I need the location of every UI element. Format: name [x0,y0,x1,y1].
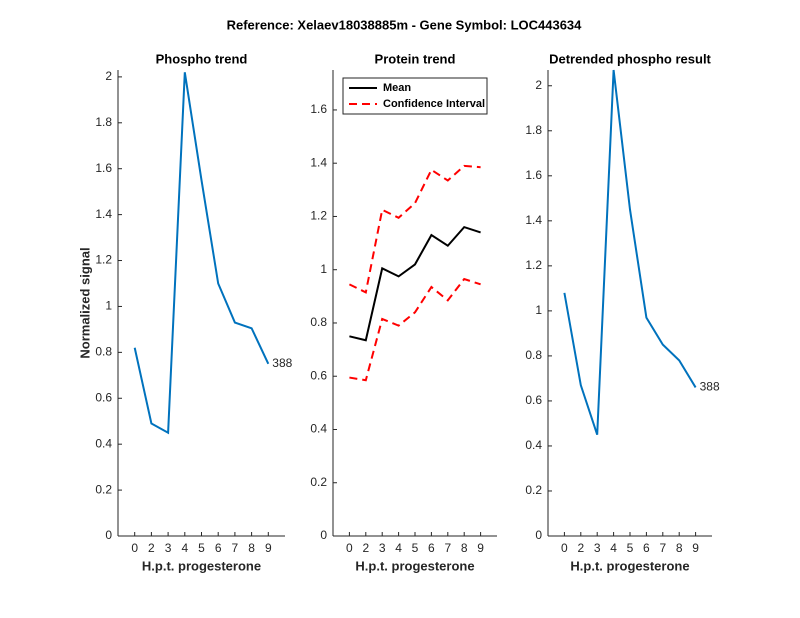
y-tick-label: 1.2 [95,253,112,267]
legend-label: Mean [383,82,411,94]
y-tick-label: 0.4 [310,422,327,436]
x-tick-label: 3 [594,541,601,555]
x-tick-label: 7 [232,541,239,555]
x-tick-label: 0 [561,541,568,555]
y-tick-label: 1.4 [310,155,327,169]
series-line [563,69,697,436]
x-tick-label: 8 [461,541,468,555]
x-tick-label: 6 [428,541,435,555]
x-tick-label: 3 [379,541,386,555]
y-tick-label: 1.8 [525,123,542,137]
x-tick-label: 2 [362,541,369,555]
y-tick-label: 0.2 [525,483,542,497]
x-axis-label: H.p.t. progesterone [570,558,689,573]
x-tick-label: 0 [346,541,353,555]
y-tick-label: 0.2 [95,482,112,496]
y-tick-label: 0.6 [95,390,112,404]
x-axis-label: H.p.t. progesterone [355,558,474,573]
annotation: 388 [272,356,292,370]
series-line [133,72,270,435]
y-tick-label: 0.8 [95,345,112,359]
y-tick-label: 1 [535,303,542,317]
x-tick-label: 8 [248,541,255,555]
y-tick-label: 0.2 [310,475,327,489]
y-tick-label: 1 [320,262,327,276]
y-tick-label: 0 [535,528,542,542]
ci-lower-line [349,277,481,382]
y-tick-label: 1.4 [525,213,542,227]
y-tick-label: 0 [320,528,327,542]
x-tick-label: 9 [692,541,699,555]
x-tick-label: 0 [131,541,138,555]
figure-title: Reference: Xelaev18038885m - Gene Symbol… [227,17,583,32]
y-tick-label: 0.6 [310,368,327,382]
x-tick-label: 8 [676,541,683,555]
x-tick-label: 6 [643,541,650,555]
y-tick-label: 2 [535,78,542,92]
series-line [349,225,481,342]
ci-upper-line [348,164,481,294]
y-tick-label: 1.2 [310,209,327,223]
x-axis-label: H.p.t. progesterone [142,558,261,573]
x-tick-label: 4 [395,541,402,555]
x-tick-label: 5 [198,541,205,555]
y-tick-label: 1.8 [95,115,112,129]
y-tick-label: 0.8 [310,315,327,329]
legend-label: Confidence Interval [383,98,485,110]
x-tick-label: 3 [165,541,172,555]
annotation: 388 [700,380,720,394]
x-tick-label: 2 [148,541,155,555]
y-tick-label: 1.6 [525,168,542,182]
y-tick-label: 0.4 [525,438,542,452]
x-tick-label: 7 [659,541,666,555]
y-tick-label: 0 [105,528,112,542]
y-tick-label: 1.6 [310,102,327,116]
x-tick-label: 4 [610,541,617,555]
x-tick-label: 6 [215,541,222,555]
x-tick-label: 7 [444,541,451,555]
legend-box [342,77,488,115]
x-tick-label: 5 [412,541,419,555]
y-tick-label: 0.6 [525,393,542,407]
x-tick-label: 9 [265,541,272,555]
subplot-title: Detrended phospho result [549,51,711,66]
subplot-title: Protein trend [375,51,456,66]
x-tick-label: 4 [181,541,188,555]
subplot-title: Phospho trend [156,51,248,66]
y-tick-label: 2 [105,69,112,83]
y-tick-label: 1 [105,299,112,313]
x-tick-label: 5 [627,541,634,555]
y-tick-label: 0.4 [95,436,112,450]
y-tick-label: 1.2 [525,258,542,272]
y-tick-label: 0.8 [525,348,542,362]
x-tick-label: 9 [477,541,484,555]
x-tick-label: 2 [577,541,584,555]
y-axis-label: Normalized signal [77,247,92,358]
y-tick-label: 1.4 [95,207,112,221]
y-tick-label: 1.6 [95,161,112,175]
